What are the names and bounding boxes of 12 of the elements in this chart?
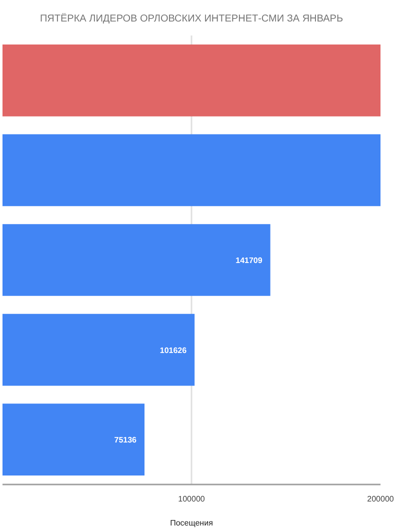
data-label: 75136 — [114, 436, 138, 445]
bar — [2, 404, 145, 476]
bar — [2, 44, 380, 116]
bar — [2, 224, 270, 296]
bar — [2, 134, 380, 206]
data-label: 141709 — [236, 256, 263, 265]
x-axis-title: Посещения — [170, 518, 213, 528]
bar — [2, 314, 195, 386]
x-tick-label: 200000 — [367, 494, 394, 504]
data-label: 101626 — [160, 346, 188, 355]
chart-title: ПЯТЁРКА ЛИДЕРОВ ОРЛОВСКИХ ИНТЕРНЕТ-СМИ ЗА ЯНВАРЬ — [40, 12, 344, 24]
x-tick-label: 100000 — [178, 494, 206, 504]
